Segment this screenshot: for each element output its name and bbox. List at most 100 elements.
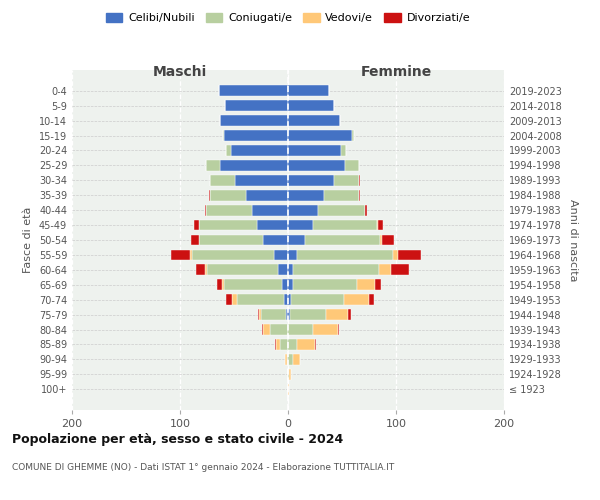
Bar bbox=[220, 116, 288, 126]
Bar bbox=[210, 190, 246, 200]
Bar bbox=[326, 309, 349, 320]
Bar bbox=[288, 220, 313, 230]
Bar bbox=[274, 250, 288, 260]
Bar bbox=[199, 220, 257, 230]
Bar bbox=[341, 145, 346, 156]
Bar bbox=[205, 205, 206, 216]
Bar bbox=[226, 294, 232, 305]
Bar bbox=[206, 160, 220, 171]
Bar bbox=[253, 205, 288, 216]
Bar bbox=[287, 354, 288, 364]
Bar bbox=[352, 130, 354, 141]
Bar bbox=[345, 160, 359, 171]
Bar bbox=[259, 309, 261, 320]
Bar bbox=[226, 145, 231, 156]
Bar bbox=[288, 205, 318, 216]
Bar bbox=[284, 294, 288, 305]
Bar bbox=[196, 264, 205, 275]
Bar bbox=[288, 280, 293, 290]
Bar bbox=[290, 309, 326, 320]
Legend: Celibi/Nubili, Coniugati/e, Vedovi/e, Divorziati/e: Celibi/Nubili, Coniugati/e, Vedovi/e, Di… bbox=[101, 8, 475, 28]
Bar bbox=[288, 145, 341, 156]
Bar bbox=[293, 354, 300, 364]
Bar bbox=[344, 294, 369, 305]
Y-axis label: Anni di nascita: Anni di nascita bbox=[568, 198, 578, 281]
Bar bbox=[293, 280, 357, 290]
Text: Popolazione per età, sesso e stato civile - 2024: Popolazione per età, sesso e stato civil… bbox=[12, 432, 343, 446]
Bar bbox=[289, 369, 291, 380]
Bar bbox=[288, 324, 313, 335]
Bar bbox=[224, 130, 288, 141]
Bar bbox=[190, 250, 192, 260]
Bar bbox=[262, 324, 263, 335]
Text: COMUNE DI GHEMME (NO) - Dati ISTAT 1° gennaio 2024 - Elaborazione TUTTITALIA.IT: COMUNE DI GHEMME (NO) - Dati ISTAT 1° ge… bbox=[12, 462, 394, 471]
Bar bbox=[291, 294, 344, 305]
Bar bbox=[285, 354, 287, 364]
Bar bbox=[357, 280, 376, 290]
Bar bbox=[232, 294, 237, 305]
Bar bbox=[288, 190, 323, 200]
Bar bbox=[223, 130, 224, 141]
Bar bbox=[286, 309, 288, 320]
Bar bbox=[281, 280, 288, 290]
Bar bbox=[377, 220, 383, 230]
Bar bbox=[398, 250, 421, 260]
Bar bbox=[288, 116, 340, 126]
Bar bbox=[359, 175, 361, 186]
Bar bbox=[315, 339, 316, 350]
Bar bbox=[296, 339, 315, 350]
Bar bbox=[369, 294, 374, 305]
Bar bbox=[288, 160, 345, 171]
Bar bbox=[318, 205, 365, 216]
Bar bbox=[263, 234, 288, 246]
Bar bbox=[288, 234, 305, 246]
Bar bbox=[349, 309, 350, 320]
Bar bbox=[288, 130, 352, 141]
Bar bbox=[334, 175, 359, 186]
Bar bbox=[359, 190, 361, 200]
Bar bbox=[293, 264, 379, 275]
Bar bbox=[237, 294, 284, 305]
Bar bbox=[269, 324, 288, 335]
Bar bbox=[305, 234, 380, 246]
Bar bbox=[209, 190, 210, 200]
Bar bbox=[288, 264, 293, 275]
Bar bbox=[278, 264, 288, 275]
Bar bbox=[220, 160, 288, 171]
Bar bbox=[288, 339, 296, 350]
Bar bbox=[194, 220, 199, 230]
Bar bbox=[192, 250, 274, 260]
Bar bbox=[261, 309, 286, 320]
Y-axis label: Fasce di età: Fasce di età bbox=[23, 207, 33, 273]
Bar bbox=[263, 324, 269, 335]
Bar bbox=[382, 234, 394, 246]
Bar bbox=[391, 264, 409, 275]
Bar bbox=[205, 264, 207, 275]
Bar bbox=[338, 324, 339, 335]
Text: Femmine: Femmine bbox=[361, 65, 431, 79]
Bar bbox=[288, 384, 289, 394]
Bar bbox=[393, 250, 398, 260]
Bar bbox=[380, 234, 382, 246]
Bar bbox=[323, 190, 359, 200]
Bar bbox=[257, 220, 288, 230]
Bar bbox=[288, 354, 293, 364]
Bar bbox=[376, 280, 381, 290]
Bar bbox=[258, 309, 259, 320]
Bar bbox=[222, 280, 224, 290]
Bar bbox=[275, 339, 276, 350]
Bar bbox=[246, 190, 288, 200]
Bar bbox=[172, 250, 190, 260]
Bar bbox=[313, 220, 377, 230]
Bar bbox=[288, 309, 290, 320]
Bar bbox=[191, 234, 199, 246]
Bar bbox=[206, 205, 253, 216]
Bar bbox=[288, 100, 334, 111]
Bar bbox=[235, 175, 288, 186]
Bar bbox=[288, 175, 334, 186]
Bar bbox=[224, 280, 281, 290]
Bar bbox=[379, 264, 391, 275]
Bar bbox=[288, 369, 289, 380]
Bar bbox=[365, 205, 367, 216]
Bar bbox=[226, 100, 288, 111]
